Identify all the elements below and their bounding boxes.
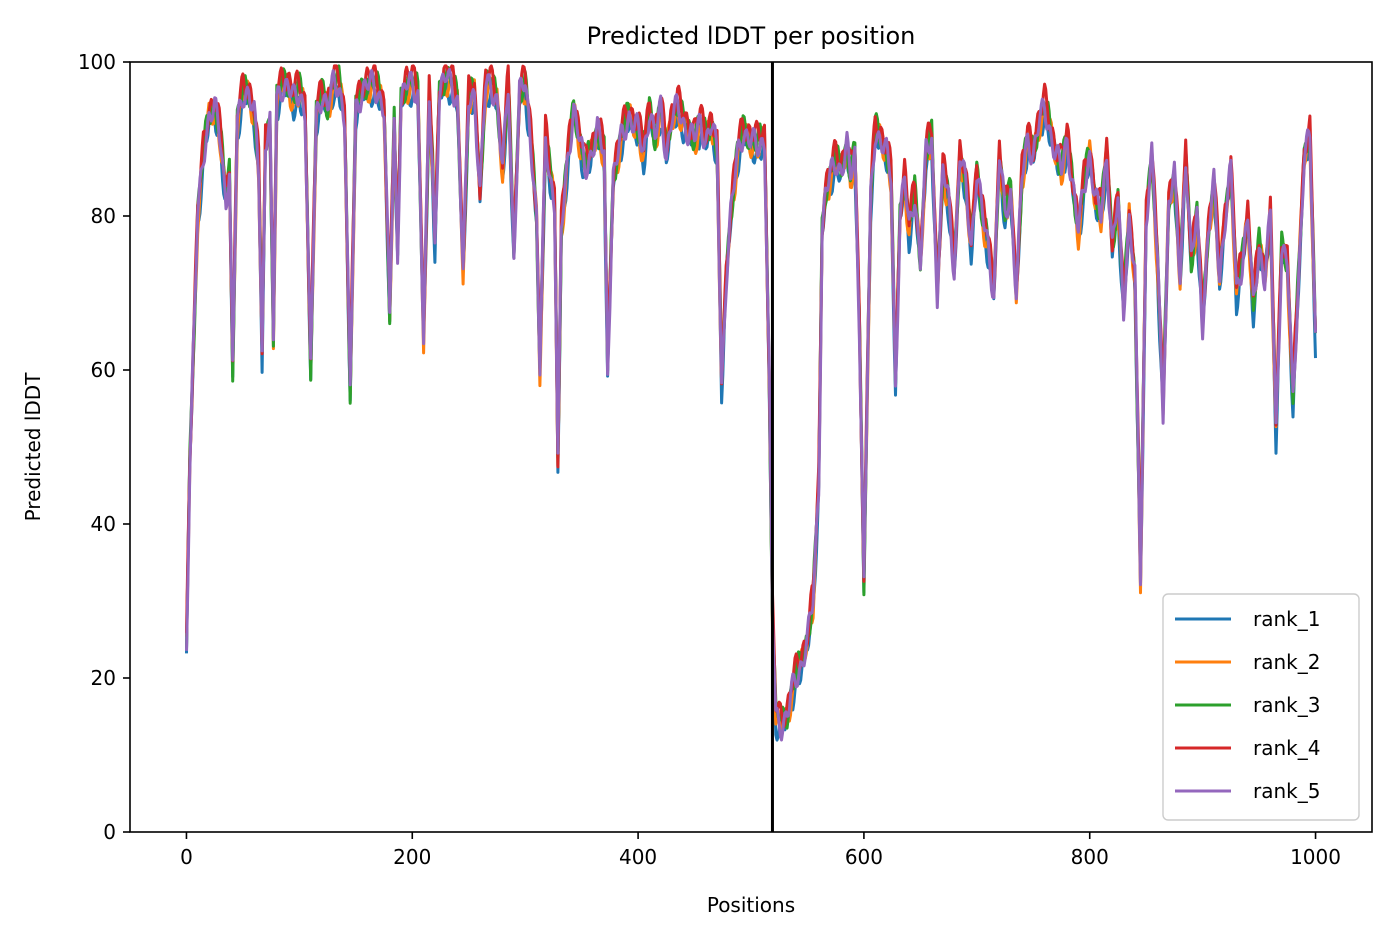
x-tick-label: 400 — [619, 845, 657, 869]
plot-area — [185, 62, 1317, 832]
x-tick-label: 0 — [180, 845, 193, 869]
y-axis-title: Predicted lDDT — [21, 372, 45, 522]
y-axis: 0 20 40 60 80 100 — [78, 50, 130, 844]
plot-frame — [129, 61, 1373, 833]
legend-label-rank_1: rank_1 — [1253, 607, 1320, 631]
x-tick-label: 600 — [845, 845, 883, 869]
x-axis: 0 200 400 600 800 1000 — [180, 832, 1341, 869]
x-tick-label: 800 — [1071, 845, 1109, 869]
legend-label-rank_4: rank_4 — [1253, 736, 1320, 760]
y-tick-label: 60 — [91, 358, 116, 382]
series-line-rank_5 — [185, 67, 1317, 742]
y-tick-label: 100 — [78, 50, 116, 74]
x-tick-label: 200 — [393, 845, 431, 869]
legend-label-rank_2: rank_2 — [1253, 650, 1320, 674]
y-tick-label: 20 — [91, 666, 116, 690]
y-tick-label: 40 — [91, 512, 116, 536]
legend-label-rank_3: rank_3 — [1253, 693, 1320, 717]
x-tick-label: 1000 — [1290, 845, 1341, 869]
y-tick-label: 80 — [91, 204, 116, 228]
legend: rank_1 rank_2 rank_3 rank_4 rank_5 — [1162, 593, 1360, 821]
legend-box — [1162, 593, 1360, 821]
x-axis-title: Positions — [707, 893, 795, 917]
y-tick-label: 0 — [103, 820, 116, 844]
legend-label-rank_5: rank_5 — [1253, 779, 1320, 803]
chart-title: Predicted lDDT per position — [587, 22, 916, 50]
